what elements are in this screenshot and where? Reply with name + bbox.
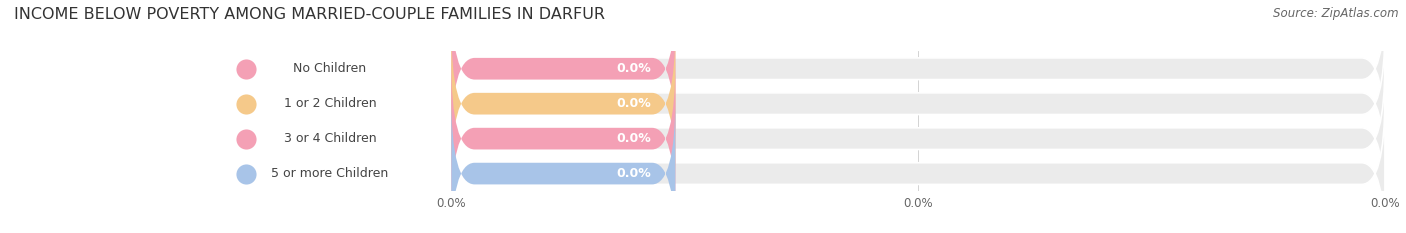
Text: Source: ZipAtlas.com: Source: ZipAtlas.com	[1274, 7, 1399, 20]
Text: 3 or 4 Children: 3 or 4 Children	[284, 132, 377, 145]
Text: 0.0%: 0.0%	[616, 167, 651, 180]
Text: 0.0%: 0.0%	[616, 62, 651, 75]
Text: 1 or 2 Children: 1 or 2 Children	[284, 97, 377, 110]
FancyBboxPatch shape	[250, 120, 409, 227]
FancyBboxPatch shape	[451, 62, 1385, 215]
Text: INCOME BELOW POVERTY AMONG MARRIED-COUPLE FAMILIES IN DARFUR: INCOME BELOW POVERTY AMONG MARRIED-COUPL…	[14, 7, 605, 22]
FancyBboxPatch shape	[250, 15, 409, 122]
FancyBboxPatch shape	[451, 97, 1385, 233]
Text: 0.0%: 0.0%	[616, 97, 651, 110]
Text: 5 or more Children: 5 or more Children	[271, 167, 388, 180]
FancyBboxPatch shape	[250, 50, 409, 157]
FancyBboxPatch shape	[250, 85, 409, 192]
FancyBboxPatch shape	[451, 0, 675, 145]
FancyBboxPatch shape	[451, 62, 675, 215]
FancyBboxPatch shape	[451, 97, 675, 233]
FancyBboxPatch shape	[451, 0, 1385, 145]
Text: No Children: No Children	[294, 62, 367, 75]
FancyBboxPatch shape	[451, 27, 675, 180]
Text: 0.0%: 0.0%	[616, 132, 651, 145]
FancyBboxPatch shape	[451, 27, 1385, 180]
